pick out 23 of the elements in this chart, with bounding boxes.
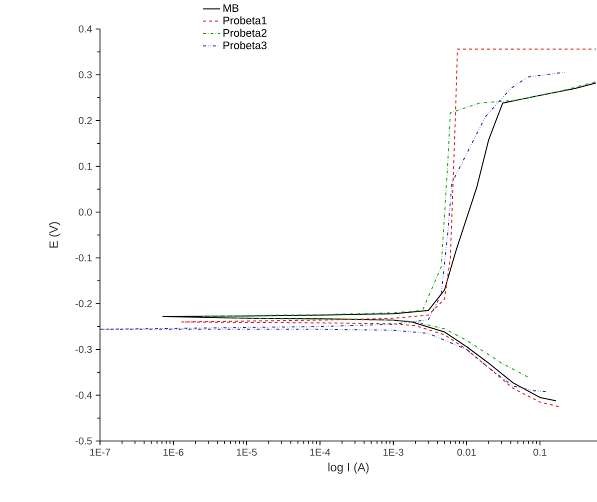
y-tick-label: -0.5	[76, 437, 92, 445]
y-tick-label: 0.0	[78, 208, 92, 216]
y-tick-label: -0.4	[76, 392, 92, 399]
legend-label: MB	[223, 4, 238, 12]
x-tick-label: 1E-4	[310, 448, 330, 456]
x-tick-label: 1E-7	[90, 448, 110, 456]
y-axis-title: E (V)	[49, 222, 60, 248]
y-tick-label: -0.1	[76, 254, 92, 262]
y-tick-label: -0.2	[76, 300, 92, 308]
x-tick-label: 1E-5	[236, 448, 257, 456]
x-tick-label: 1E-6	[164, 448, 184, 456]
x-tick-label: 0.1	[533, 448, 546, 456]
y-tick-label: -0.3	[76, 346, 92, 353]
legend-label: Probeta1	[223, 16, 267, 24]
y-tick-label: 0.4	[78, 25, 92, 33]
x-tick-label: 0.01	[457, 448, 476, 456]
y-tick-label: 0.3	[78, 71, 92, 78]
y-tick-label: 0.1	[78, 162, 92, 170]
legend-label: Probeta2	[223, 28, 267, 37]
x-axis-title: log I (A)	[328, 462, 369, 474]
legend-label: Probeta3	[223, 41, 267, 50]
y-tick-label: 0.2	[78, 117, 92, 124]
x-tick-label: 1E-3	[384, 448, 404, 456]
